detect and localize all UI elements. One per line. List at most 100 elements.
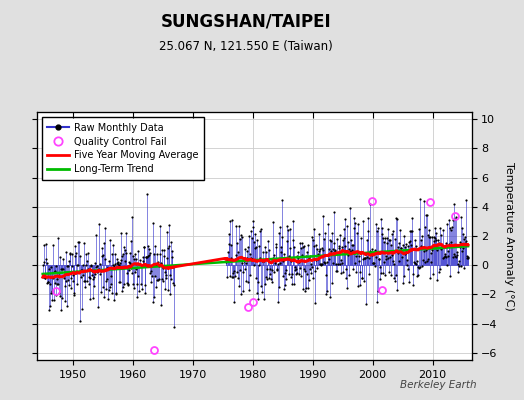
Point	[133, 293, 141, 300]
Point	[57, 266, 65, 272]
Legend: Raw Monthly Data, Quality Control Fail, Five Year Moving Average, Long-Term Tren: Raw Monthly Data, Quality Control Fail, …	[41, 117, 204, 180]
Point	[365, 270, 373, 277]
Point	[259, 257, 267, 263]
Point	[315, 248, 323, 254]
Point	[322, 288, 331, 294]
Point	[238, 288, 247, 294]
Point	[77, 267, 85, 273]
Point	[303, 241, 312, 248]
Point	[85, 274, 93, 280]
Point	[401, 251, 409, 257]
Point	[154, 259, 162, 266]
Point	[226, 242, 235, 248]
Point	[264, 238, 272, 244]
Point	[416, 196, 424, 203]
Point	[375, 255, 383, 262]
Point	[247, 255, 255, 261]
Point	[81, 283, 89, 290]
Point	[149, 250, 158, 257]
Point	[417, 237, 425, 243]
Point	[282, 223, 291, 229]
Point	[154, 277, 162, 284]
Point	[242, 260, 250, 266]
Point	[273, 266, 281, 273]
Point	[96, 268, 105, 274]
Point	[140, 244, 148, 250]
Point	[325, 236, 334, 243]
Point	[372, 254, 380, 260]
Point	[395, 240, 403, 246]
Point	[255, 228, 264, 234]
Point	[331, 248, 339, 255]
Point	[450, 200, 458, 207]
Point	[159, 253, 168, 260]
Point	[108, 262, 117, 268]
Point	[99, 284, 107, 290]
Point	[147, 268, 155, 274]
Point	[157, 302, 165, 308]
Point	[152, 284, 160, 290]
Point	[302, 253, 310, 259]
Point	[136, 281, 145, 288]
Point	[49, 242, 57, 249]
Point	[68, 262, 76, 269]
Point	[308, 234, 316, 240]
Point	[141, 282, 149, 288]
Point	[294, 258, 303, 265]
Point	[78, 266, 86, 273]
Point	[170, 282, 178, 288]
Point	[121, 247, 129, 254]
Point	[442, 220, 451, 227]
Point	[336, 256, 345, 263]
Point	[458, 244, 467, 251]
Point	[101, 225, 110, 232]
Point	[242, 278, 250, 284]
Point	[403, 262, 411, 268]
Point	[136, 257, 144, 264]
Point	[320, 236, 328, 242]
Point	[80, 278, 89, 284]
Point	[266, 266, 274, 272]
Point	[419, 197, 428, 204]
Point	[97, 245, 106, 252]
Point	[51, 268, 59, 274]
Point	[231, 255, 239, 262]
Point	[235, 223, 243, 230]
Point	[343, 222, 351, 229]
Point	[165, 243, 173, 249]
Point	[413, 273, 421, 280]
Point	[361, 255, 369, 261]
Point	[122, 250, 130, 256]
Point	[138, 258, 147, 264]
Point	[44, 279, 52, 286]
Point	[241, 266, 249, 272]
Point	[454, 261, 462, 268]
Point	[438, 244, 446, 250]
Point	[235, 236, 244, 242]
Point	[329, 246, 337, 252]
Point	[257, 283, 265, 289]
Point	[322, 271, 330, 278]
Point	[462, 196, 471, 203]
Point	[351, 220, 359, 226]
Point	[443, 248, 452, 254]
Point	[118, 253, 126, 260]
Point	[284, 227, 292, 233]
Point	[410, 237, 419, 243]
Point	[156, 251, 165, 258]
Point	[260, 281, 269, 288]
Point	[421, 246, 430, 253]
Point	[132, 256, 140, 262]
Point	[130, 256, 138, 262]
Point	[431, 229, 440, 236]
Point	[429, 238, 438, 244]
Point	[268, 278, 276, 285]
Point	[139, 254, 147, 260]
Point	[145, 246, 153, 252]
Point	[326, 294, 334, 300]
Point	[163, 286, 172, 293]
Point	[418, 233, 427, 239]
Point	[386, 237, 394, 243]
Point	[333, 268, 341, 274]
Point	[334, 242, 343, 249]
